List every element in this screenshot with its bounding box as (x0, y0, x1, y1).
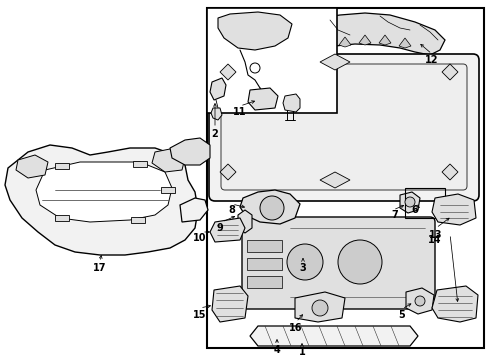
Text: 14: 14 (427, 235, 441, 245)
Polygon shape (283, 94, 299, 112)
Text: 16: 16 (289, 323, 302, 333)
Text: 10: 10 (193, 233, 206, 243)
Polygon shape (209, 218, 244, 242)
Bar (246, 258, 282, 270)
Circle shape (249, 63, 260, 73)
Polygon shape (161, 187, 175, 193)
Text: 5: 5 (398, 310, 405, 320)
Bar (246, 276, 282, 288)
Text: 2: 2 (211, 129, 218, 139)
Polygon shape (36, 162, 172, 222)
Polygon shape (398, 38, 410, 48)
Polygon shape (431, 286, 477, 322)
Text: 15: 15 (193, 310, 206, 320)
Text: 12: 12 (425, 55, 438, 65)
FancyBboxPatch shape (208, 54, 478, 201)
Circle shape (260, 196, 284, 220)
Text: 7: 7 (391, 210, 398, 220)
Polygon shape (240, 190, 299, 224)
Polygon shape (378, 35, 390, 45)
Polygon shape (220, 64, 236, 80)
FancyBboxPatch shape (242, 217, 434, 309)
Polygon shape (441, 64, 457, 80)
Polygon shape (441, 164, 457, 180)
Bar (246, 240, 282, 252)
Polygon shape (170, 138, 209, 165)
Polygon shape (55, 215, 69, 221)
Circle shape (414, 296, 424, 306)
Polygon shape (307, 13, 444, 55)
Polygon shape (180, 198, 207, 222)
Text: 6: 6 (411, 205, 418, 215)
Polygon shape (16, 155, 48, 178)
Polygon shape (249, 326, 417, 346)
Polygon shape (405, 288, 433, 314)
Text: 9: 9 (216, 223, 223, 233)
Polygon shape (358, 35, 370, 45)
Polygon shape (247, 88, 278, 110)
Circle shape (404, 197, 414, 207)
Polygon shape (319, 54, 349, 70)
Text: 4: 4 (273, 345, 280, 355)
Text: 13: 13 (428, 230, 442, 240)
Polygon shape (133, 161, 147, 167)
Polygon shape (294, 292, 345, 322)
Text: 1: 1 (298, 347, 305, 357)
Polygon shape (131, 217, 145, 223)
Polygon shape (238, 210, 251, 233)
Bar (206, 8, 483, 348)
Text: 17: 17 (93, 263, 106, 273)
Polygon shape (55, 163, 69, 169)
FancyBboxPatch shape (221, 64, 466, 190)
Polygon shape (5, 145, 198, 255)
Polygon shape (152, 148, 184, 172)
Polygon shape (218, 12, 291, 50)
Polygon shape (212, 286, 247, 322)
Text: 11: 11 (233, 107, 246, 117)
Polygon shape (319, 172, 349, 188)
Bar (404, 188, 444, 218)
Polygon shape (210, 108, 222, 120)
Text: 8: 8 (228, 205, 235, 215)
Polygon shape (399, 192, 419, 213)
Circle shape (311, 300, 327, 316)
Circle shape (286, 244, 323, 280)
Text: 3: 3 (299, 263, 306, 273)
Polygon shape (431, 194, 475, 225)
Polygon shape (209, 78, 225, 100)
Circle shape (337, 240, 381, 284)
Polygon shape (220, 164, 236, 180)
Polygon shape (338, 37, 350, 47)
Bar (206, 8, 336, 113)
